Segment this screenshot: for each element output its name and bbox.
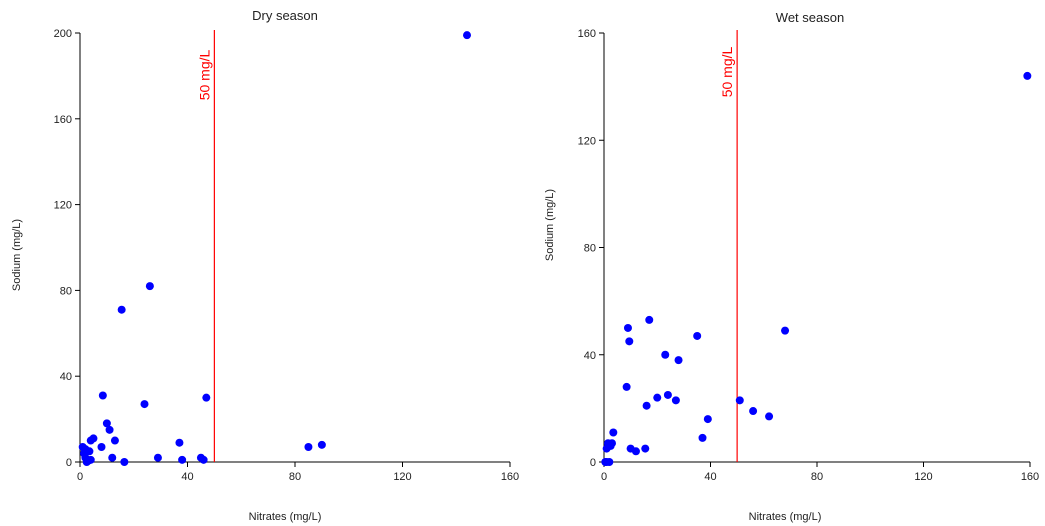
- data-point: [85, 447, 94, 456]
- data-point: [86, 455, 95, 464]
- x-axis-title: Nitrates (mg/L): [249, 511, 322, 523]
- x-tick-label: 160: [1021, 471, 1039, 483]
- data-point: [693, 331, 702, 340]
- data-point: [463, 31, 471, 40]
- data-point: [108, 453, 117, 462]
- data-point: [765, 412, 774, 421]
- data-point: [607, 439, 616, 448]
- data-point: [202, 393, 211, 402]
- chart-title: Wet season: [776, 10, 844, 25]
- y-axis-title: Sodium (mg/L): [544, 189, 556, 261]
- data-point: [781, 326, 790, 335]
- x-axis-title: Nitrates (mg/L): [749, 511, 822, 523]
- data-point: [698, 433, 707, 442]
- y-axis-title: Sodium (mg/L): [11, 219, 23, 291]
- x-tick-label: 80: [289, 471, 301, 483]
- x-tick-label: 40: [704, 471, 716, 483]
- y-tick-label: 80: [60, 285, 72, 297]
- data-point: [105, 425, 114, 434]
- reference-line-label: 50 mg/L: [719, 46, 735, 97]
- y-tick-label: 120: [54, 200, 72, 212]
- data-point: [97, 442, 106, 451]
- data-point: [622, 382, 631, 391]
- data-point: [749, 407, 758, 416]
- data-point: [671, 396, 680, 405]
- y-tick-label: 160: [578, 28, 596, 40]
- data-point: [117, 305, 126, 314]
- data-point: [89, 434, 98, 443]
- y-tick-label: 120: [578, 135, 596, 147]
- y-tick-label: 80: [584, 243, 596, 255]
- data-point: [645, 315, 654, 324]
- y-tick-label: 160: [54, 114, 72, 126]
- data-point: [102, 419, 111, 428]
- data-point: [674, 356, 683, 365]
- y-tick-label: 200: [54, 28, 72, 40]
- data-point: [175, 438, 184, 447]
- data-point: [605, 458, 614, 466]
- data-point: [317, 440, 326, 449]
- data-point: [641, 444, 650, 453]
- data-point: [145, 282, 154, 291]
- chart-title: Dry season: [252, 8, 318, 23]
- data-point: [631, 447, 640, 456]
- data-point: [625, 337, 634, 346]
- data-point: [1023, 71, 1032, 80]
- y-tick-label: 40: [60, 371, 72, 383]
- dry-season-panel: Dry season 0 40 80 120 160 0 40 80 120 160 200 Nitra…: [11, 8, 519, 523]
- data-point: [623, 323, 632, 332]
- data-point: [199, 455, 208, 464]
- data-point: [735, 396, 744, 405]
- data-point: [140, 400, 149, 409]
- data-point: [178, 455, 187, 464]
- data-point: [110, 436, 119, 445]
- y-tick-label: 0: [66, 457, 72, 469]
- data-point: [304, 442, 313, 451]
- wet-season-panel: Wet season 0 40 80 120 160 0 40 80 120 160 Nitrates…: [544, 10, 1039, 523]
- y-tick-label: 40: [584, 350, 596, 362]
- data-point: [98, 391, 107, 400]
- reference-line-label: 50 mg/L: [196, 49, 212, 100]
- data-point: [642, 401, 651, 410]
- data-point: [653, 393, 662, 402]
- data-point: [703, 415, 712, 424]
- x-tick-label: 0: [77, 471, 83, 483]
- x-tick-label: 80: [811, 471, 823, 483]
- data-point: [120, 458, 129, 466]
- data-point: [153, 453, 162, 462]
- x-tick-label: 160: [501, 471, 519, 483]
- x-tick-label: 120: [914, 471, 932, 483]
- data-point: [609, 428, 618, 437]
- data-point: [661, 350, 670, 359]
- x-tick-label: 0: [601, 471, 607, 483]
- y-tick-label: 0: [590, 457, 596, 469]
- x-tick-label: 40: [181, 471, 193, 483]
- data-point: [663, 390, 672, 399]
- x-tick-label: 120: [393, 471, 411, 483]
